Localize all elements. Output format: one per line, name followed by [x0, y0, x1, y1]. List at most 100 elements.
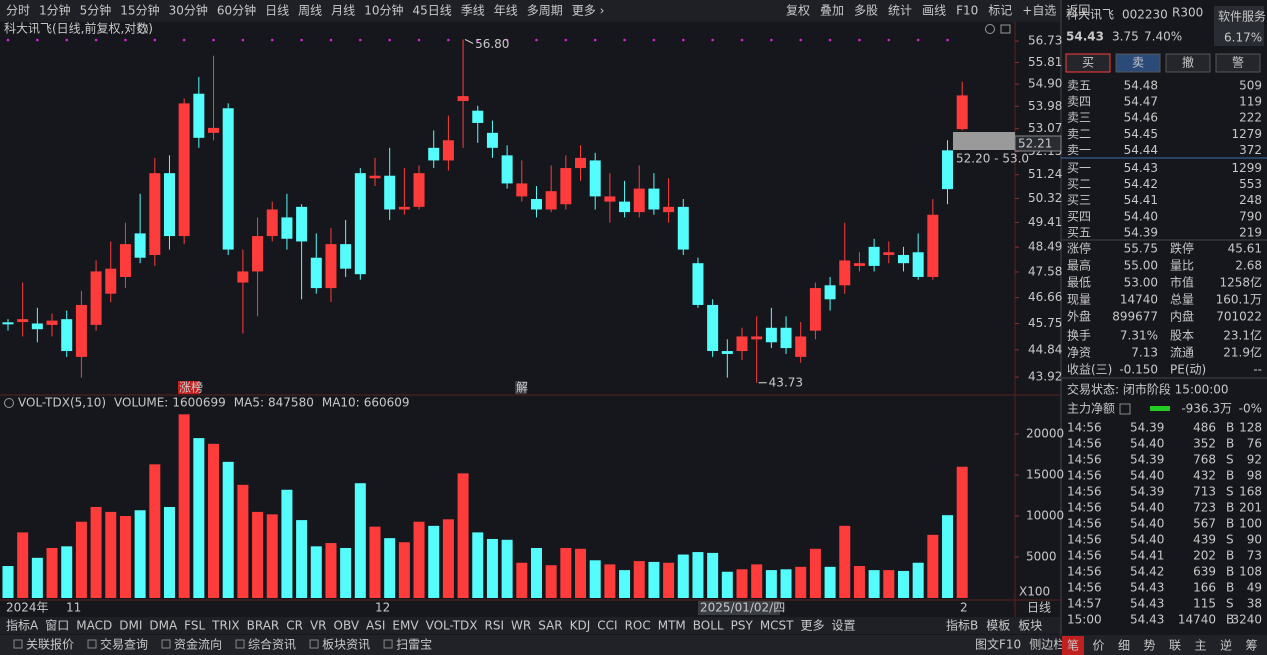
- indicator-tab[interactable]: 板块: [1018, 619, 1042, 633]
- detail-tab[interactable]: 筹: [1246, 639, 1258, 653]
- trade-side: S: [1226, 485, 1234, 499]
- tool-button[interactable]: 复权: [786, 4, 810, 18]
- indicator-tab[interactable]: WR: [511, 619, 531, 633]
- trade-button-bg[interactable]: [1065, 53, 1111, 73]
- period-tab[interactable]: 季线: [461, 4, 485, 18]
- period-tab[interactable]: 15分钟: [120, 3, 159, 18]
- indicator-tab[interactable]: 更多: [801, 619, 825, 633]
- period-tab[interactable]: 60分钟: [217, 3, 256, 18]
- indicator-tab[interactable]: DMA: [149, 619, 178, 633]
- menu-icon[interactable]: [138, 24, 148, 34]
- bottom-item[interactable]: 综合资讯: [248, 637, 296, 652]
- trade-button[interactable]: 警: [1232, 55, 1244, 70]
- menu-icon[interactable]: [4, 398, 14, 408]
- indicator-tab[interactable]: ROC: [625, 619, 651, 633]
- window-icon[interactable]: [1000, 24, 1011, 34]
- indicator-tab[interactable]: MACD: [76, 619, 112, 633]
- tool-button[interactable]: 统计: [888, 4, 912, 18]
- period-tab[interactable]: 多周期: [527, 4, 563, 18]
- indicator-tab[interactable]: 窗口: [45, 619, 69, 633]
- indicator-tab[interactable]: RSI: [485, 619, 505, 633]
- indicator-tab[interactable]: VR: [310, 619, 327, 633]
- detail-tab[interactable]: 价: [1093, 639, 1105, 653]
- period-tab[interactable]: 月线: [331, 4, 355, 18]
- indicator-tab[interactable]: BOLL: [693, 619, 724, 633]
- period-tab[interactable]: 年线: [494, 4, 518, 18]
- bottom-item[interactable]: 交易查询: [100, 637, 148, 652]
- indicator-tab[interactable]: 模板: [986, 619, 1010, 633]
- detail-tab[interactable]: 逆: [1220, 638, 1232, 653]
- stat-label: 现量: [1067, 293, 1091, 307]
- detail-tab[interactable]: 笔: [1067, 638, 1079, 653]
- tool-button[interactable]: 返回: [1066, 4, 1090, 18]
- tool-button[interactable]: +自选: [1022, 4, 1056, 18]
- candle-body: [751, 336, 763, 340]
- bottom-item[interactable]: 扫雷宝: [396, 638, 432, 652]
- item-icon: [13, 639, 23, 649]
- y-tick-label: 48.49: [1028, 240, 1062, 254]
- indicator-tab[interactable]: MTM: [658, 619, 686, 633]
- indicator-tab[interactable]: FSL: [184, 619, 205, 633]
- indicator-tab[interactable]: DMI: [119, 619, 142, 633]
- tool-button[interactable]: 叠加: [820, 4, 844, 18]
- period-tab[interactable]: 日线: [265, 4, 289, 18]
- candle-body: [354, 173, 366, 275]
- bottom-item[interactable]: 板块资讯: [322, 638, 370, 652]
- period-tab[interactable]: 分时: [6, 4, 30, 18]
- indicator-tab[interactable]: 指标B: [946, 618, 978, 633]
- period-tab[interactable]: 30分钟: [169, 3, 208, 18]
- volume-bar: [134, 510, 146, 598]
- candle-body: [795, 336, 807, 357]
- indicator-tab[interactable]: 指标A: [6, 618, 39, 633]
- period-tab[interactable]: 5分钟: [80, 3, 112, 18]
- tool-button[interactable]: F10: [956, 4, 978, 18]
- badge: 涨榜: [179, 380, 203, 395]
- volume-bar: [413, 521, 425, 598]
- indicator-tab[interactable]: BRAR: [247, 619, 280, 633]
- detail-tab[interactable]: 联: [1169, 639, 1181, 653]
- indicator-tab[interactable]: OBV: [334, 619, 360, 633]
- bottom-item[interactable]: 关联报价: [26, 637, 74, 652]
- trade-button[interactable]: 卖: [1132, 56, 1144, 70]
- candle-body: [296, 206, 308, 242]
- indicator-tab[interactable]: TRIX: [211, 619, 239, 633]
- trade-button[interactable]: 买: [1082, 56, 1094, 70]
- volume-bar: [2, 566, 14, 598]
- period-tab[interactable]: 45日线: [412, 4, 451, 18]
- event-dot: [65, 38, 69, 42]
- indicator-tab[interactable]: ASI: [366, 619, 385, 633]
- trade-side: S: [1226, 453, 1234, 467]
- tool-button[interactable]: 画线: [922, 4, 946, 18]
- indicator-tab[interactable]: VOL-TDX: [426, 619, 478, 633]
- tool-button[interactable]: 多股: [854, 4, 878, 18]
- trade-button-bg[interactable]: [1165, 53, 1211, 73]
- bottom-item[interactable]: 资金流向: [174, 637, 222, 652]
- bottom-item[interactable]: 侧边栏: [1029, 637, 1065, 652]
- indicator-tab[interactable]: CR: [286, 619, 303, 633]
- indicator-tab[interactable]: EMV: [392, 619, 419, 633]
- trade-button-bg[interactable]: [1215, 53, 1261, 73]
- detail-tab[interactable]: 势: [1144, 639, 1156, 653]
- chart-title: 科大讯飞(日线,前复权,对数): [4, 21, 153, 36]
- indicator-tab[interactable]: 设置: [832, 619, 856, 633]
- detail-tab[interactable]: 主: [1195, 639, 1207, 653]
- indicator-tab[interactable]: KDJ: [570, 619, 591, 633]
- tool-button[interactable]: 标记: [988, 4, 1012, 18]
- period-tab[interactable]: 1分钟: [39, 3, 71, 18]
- settings-icon[interactable]: [985, 24, 995, 34]
- indicator-tab[interactable]: CCI: [597, 619, 617, 633]
- period-tab[interactable]: 更多 ›: [572, 4, 605, 18]
- trade-button[interactable]: 撤: [1182, 55, 1194, 70]
- volume-bar: [736, 569, 748, 598]
- candle-body: [428, 147, 440, 161]
- indicator-tab[interactable]: SAR: [538, 619, 562, 633]
- period-tab[interactable]: 10分钟: [364, 3, 403, 18]
- period-tab[interactable]: 周线: [298, 4, 322, 18]
- detail-tab[interactable]: 细: [1118, 639, 1130, 653]
- candle-body: [809, 288, 821, 331]
- bottom-item[interactable]: 图文F10: [975, 637, 1021, 652]
- trade-side: B: [1226, 421, 1234, 435]
- trade-button-bg[interactable]: [1115, 53, 1161, 73]
- indicator-tab[interactable]: MCST: [760, 619, 794, 633]
- indicator-tab[interactable]: PSY: [731, 619, 754, 633]
